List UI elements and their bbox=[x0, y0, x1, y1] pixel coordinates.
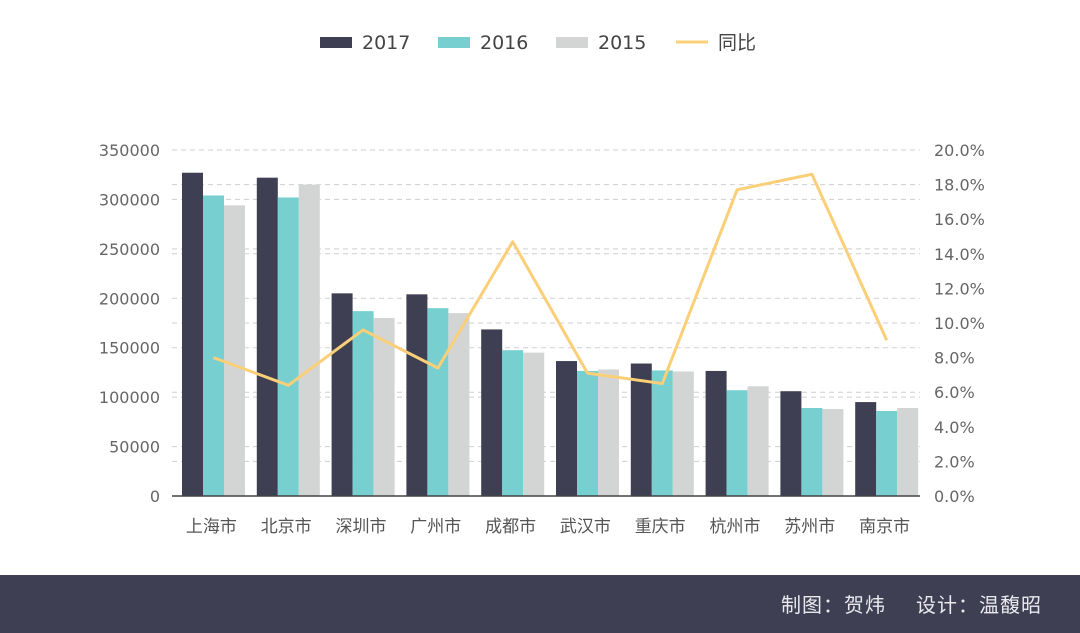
bar-2015 bbox=[897, 408, 919, 496]
bar-2015 bbox=[298, 184, 320, 496]
chart-credit: 制图：贺炜 bbox=[781, 593, 886, 617]
bar-2015 bbox=[224, 205, 245, 497]
category-label: 成都市 bbox=[485, 517, 536, 537]
category-axis: 上海市 北京市 深圳市 广州市 成都市 武汉市 重庆市 杭州市 苏州市 南京市 bbox=[186, 517, 910, 537]
footer-bar: 制图：贺炜 设计：温馥昭 bbox=[0, 575, 1080, 633]
bars bbox=[182, 172, 919, 497]
bar-2016 bbox=[352, 311, 374, 496]
category-label: 北京市 bbox=[261, 517, 312, 537]
bar-2017 bbox=[182, 172, 203, 497]
bar-2016 bbox=[801, 408, 823, 496]
left-tick-label: 0 bbox=[150, 487, 160, 506]
right-tick-label: 12.0% bbox=[934, 279, 985, 298]
bar-2017 bbox=[556, 361, 577, 496]
bar-2016 bbox=[726, 390, 748, 496]
bar-2016 bbox=[651, 370, 673, 496]
bar-2017 bbox=[256, 177, 278, 496]
bar-2016 bbox=[427, 308, 449, 496]
bar-2017 bbox=[705, 370, 727, 496]
category-label: 重庆市 bbox=[635, 517, 686, 537]
line-同比 bbox=[212, 172, 889, 387]
bar-2015 bbox=[747, 386, 769, 496]
legend-swatch-2015 bbox=[556, 37, 588, 48]
left-tick-label: 50000 bbox=[109, 438, 160, 457]
bar-2016 bbox=[577, 370, 598, 496]
category-label: 杭州市 bbox=[710, 517, 761, 537]
right-tick-label: 20.0% bbox=[934, 141, 985, 160]
yoy-line bbox=[212, 172, 889, 387]
legend-label: 同比 bbox=[718, 32, 756, 54]
bar-2016 bbox=[502, 350, 524, 496]
bar-2017 bbox=[780, 391, 802, 496]
left-tick-label: 150000 bbox=[99, 339, 160, 358]
right-tick-label: 8.0% bbox=[934, 349, 975, 368]
right-tick-label: 2.0% bbox=[934, 452, 975, 471]
credits: 制图：贺炜 设计：温馥昭 bbox=[781, 589, 1042, 618]
category-label: 南京市 bbox=[859, 517, 910, 537]
left-tick-label: 100000 bbox=[99, 388, 160, 407]
bar-2015 bbox=[523, 352, 545, 496]
chart: 2017 2016 2015 同比 0 50000 100000 150000 200000 2… bbox=[99, 32, 985, 537]
bar-2017 bbox=[630, 363, 652, 496]
bar-2017 bbox=[331, 293, 353, 496]
legend-swatch-2017 bbox=[320, 37, 352, 48]
legend-label: 2017 bbox=[362, 32, 410, 54]
category-label: 广州市 bbox=[410, 517, 461, 537]
design-credit: 设计：温馥昭 bbox=[916, 593, 1042, 617]
bar-2015 bbox=[598, 369, 619, 496]
left-axis: 0 50000 100000 150000 200000 250000 300000 3500… bbox=[99, 141, 160, 506]
right-tick-label: 10.0% bbox=[934, 314, 985, 333]
right-tick-label: 18.0% bbox=[934, 176, 985, 195]
left-tick-label: 300000 bbox=[99, 190, 160, 209]
bar-2017 bbox=[481, 329, 503, 496]
bar-2016 bbox=[876, 410, 898, 496]
right-axis: 0.0% 2.0% 4.0% 6.0% 8.0% 10.0% 12.0% 14.0% 16.0%… bbox=[934, 141, 985, 506]
legend: 2017 2016 2015 同比 bbox=[320, 32, 756, 54]
bar-2017 bbox=[855, 402, 877, 496]
right-tick-label: 0.0% bbox=[934, 487, 975, 506]
left-tick-label: 350000 bbox=[99, 141, 160, 160]
legend-label: 2015 bbox=[598, 32, 646, 54]
right-tick-label: 4.0% bbox=[934, 418, 975, 437]
bar-2015 bbox=[448, 313, 470, 496]
legend-label: 2016 bbox=[480, 32, 528, 54]
category-label: 上海市 bbox=[186, 517, 237, 537]
category-label: 武汉市 bbox=[560, 517, 611, 537]
bar-2015 bbox=[672, 371, 694, 496]
category-label: 深圳市 bbox=[336, 517, 387, 537]
right-tick-label: 6.0% bbox=[934, 383, 975, 402]
category-label: 苏州市 bbox=[784, 517, 835, 537]
bar-2017 bbox=[406, 294, 428, 496]
legend-swatch-2016 bbox=[438, 37, 470, 48]
bar-2015 bbox=[373, 318, 395, 496]
right-tick-label: 14.0% bbox=[934, 245, 985, 264]
bar-2016 bbox=[277, 197, 299, 497]
right-tick-label: 16.0% bbox=[934, 210, 985, 229]
bar-2015 bbox=[822, 409, 844, 496]
bar-2016 bbox=[203, 195, 224, 496]
left-tick-label: 250000 bbox=[99, 240, 160, 259]
left-tick-label: 200000 bbox=[99, 289, 160, 308]
